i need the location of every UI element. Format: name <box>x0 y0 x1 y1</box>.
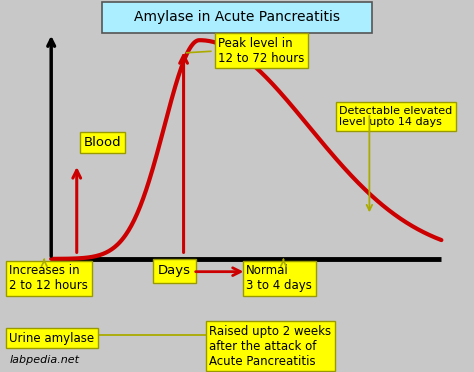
Text: Normal
3 to 4 days: Normal 3 to 4 days <box>246 264 312 292</box>
Text: Urine amylase: Urine amylase <box>9 332 94 345</box>
Text: Detectable elevated
level upto 14 days: Detectable elevated level upto 14 days <box>339 106 453 127</box>
Text: labpedia.net: labpedia.net <box>9 355 79 365</box>
Text: Raised upto 2 weeks
after the attack of
Acute Pancreatitis: Raised upto 2 weeks after the attack of … <box>209 324 331 368</box>
Text: Blood: Blood <box>84 136 121 149</box>
Text: Days: Days <box>158 264 191 278</box>
FancyBboxPatch shape <box>102 2 372 33</box>
Text: Amylase in Acute Pancreatitis: Amylase in Acute Pancreatitis <box>134 10 340 25</box>
Text: Peak level in
12 to 72 hours: Peak level in 12 to 72 hours <box>219 36 305 64</box>
Text: Increases in
2 to 12 hours: Increases in 2 to 12 hours <box>9 264 88 292</box>
